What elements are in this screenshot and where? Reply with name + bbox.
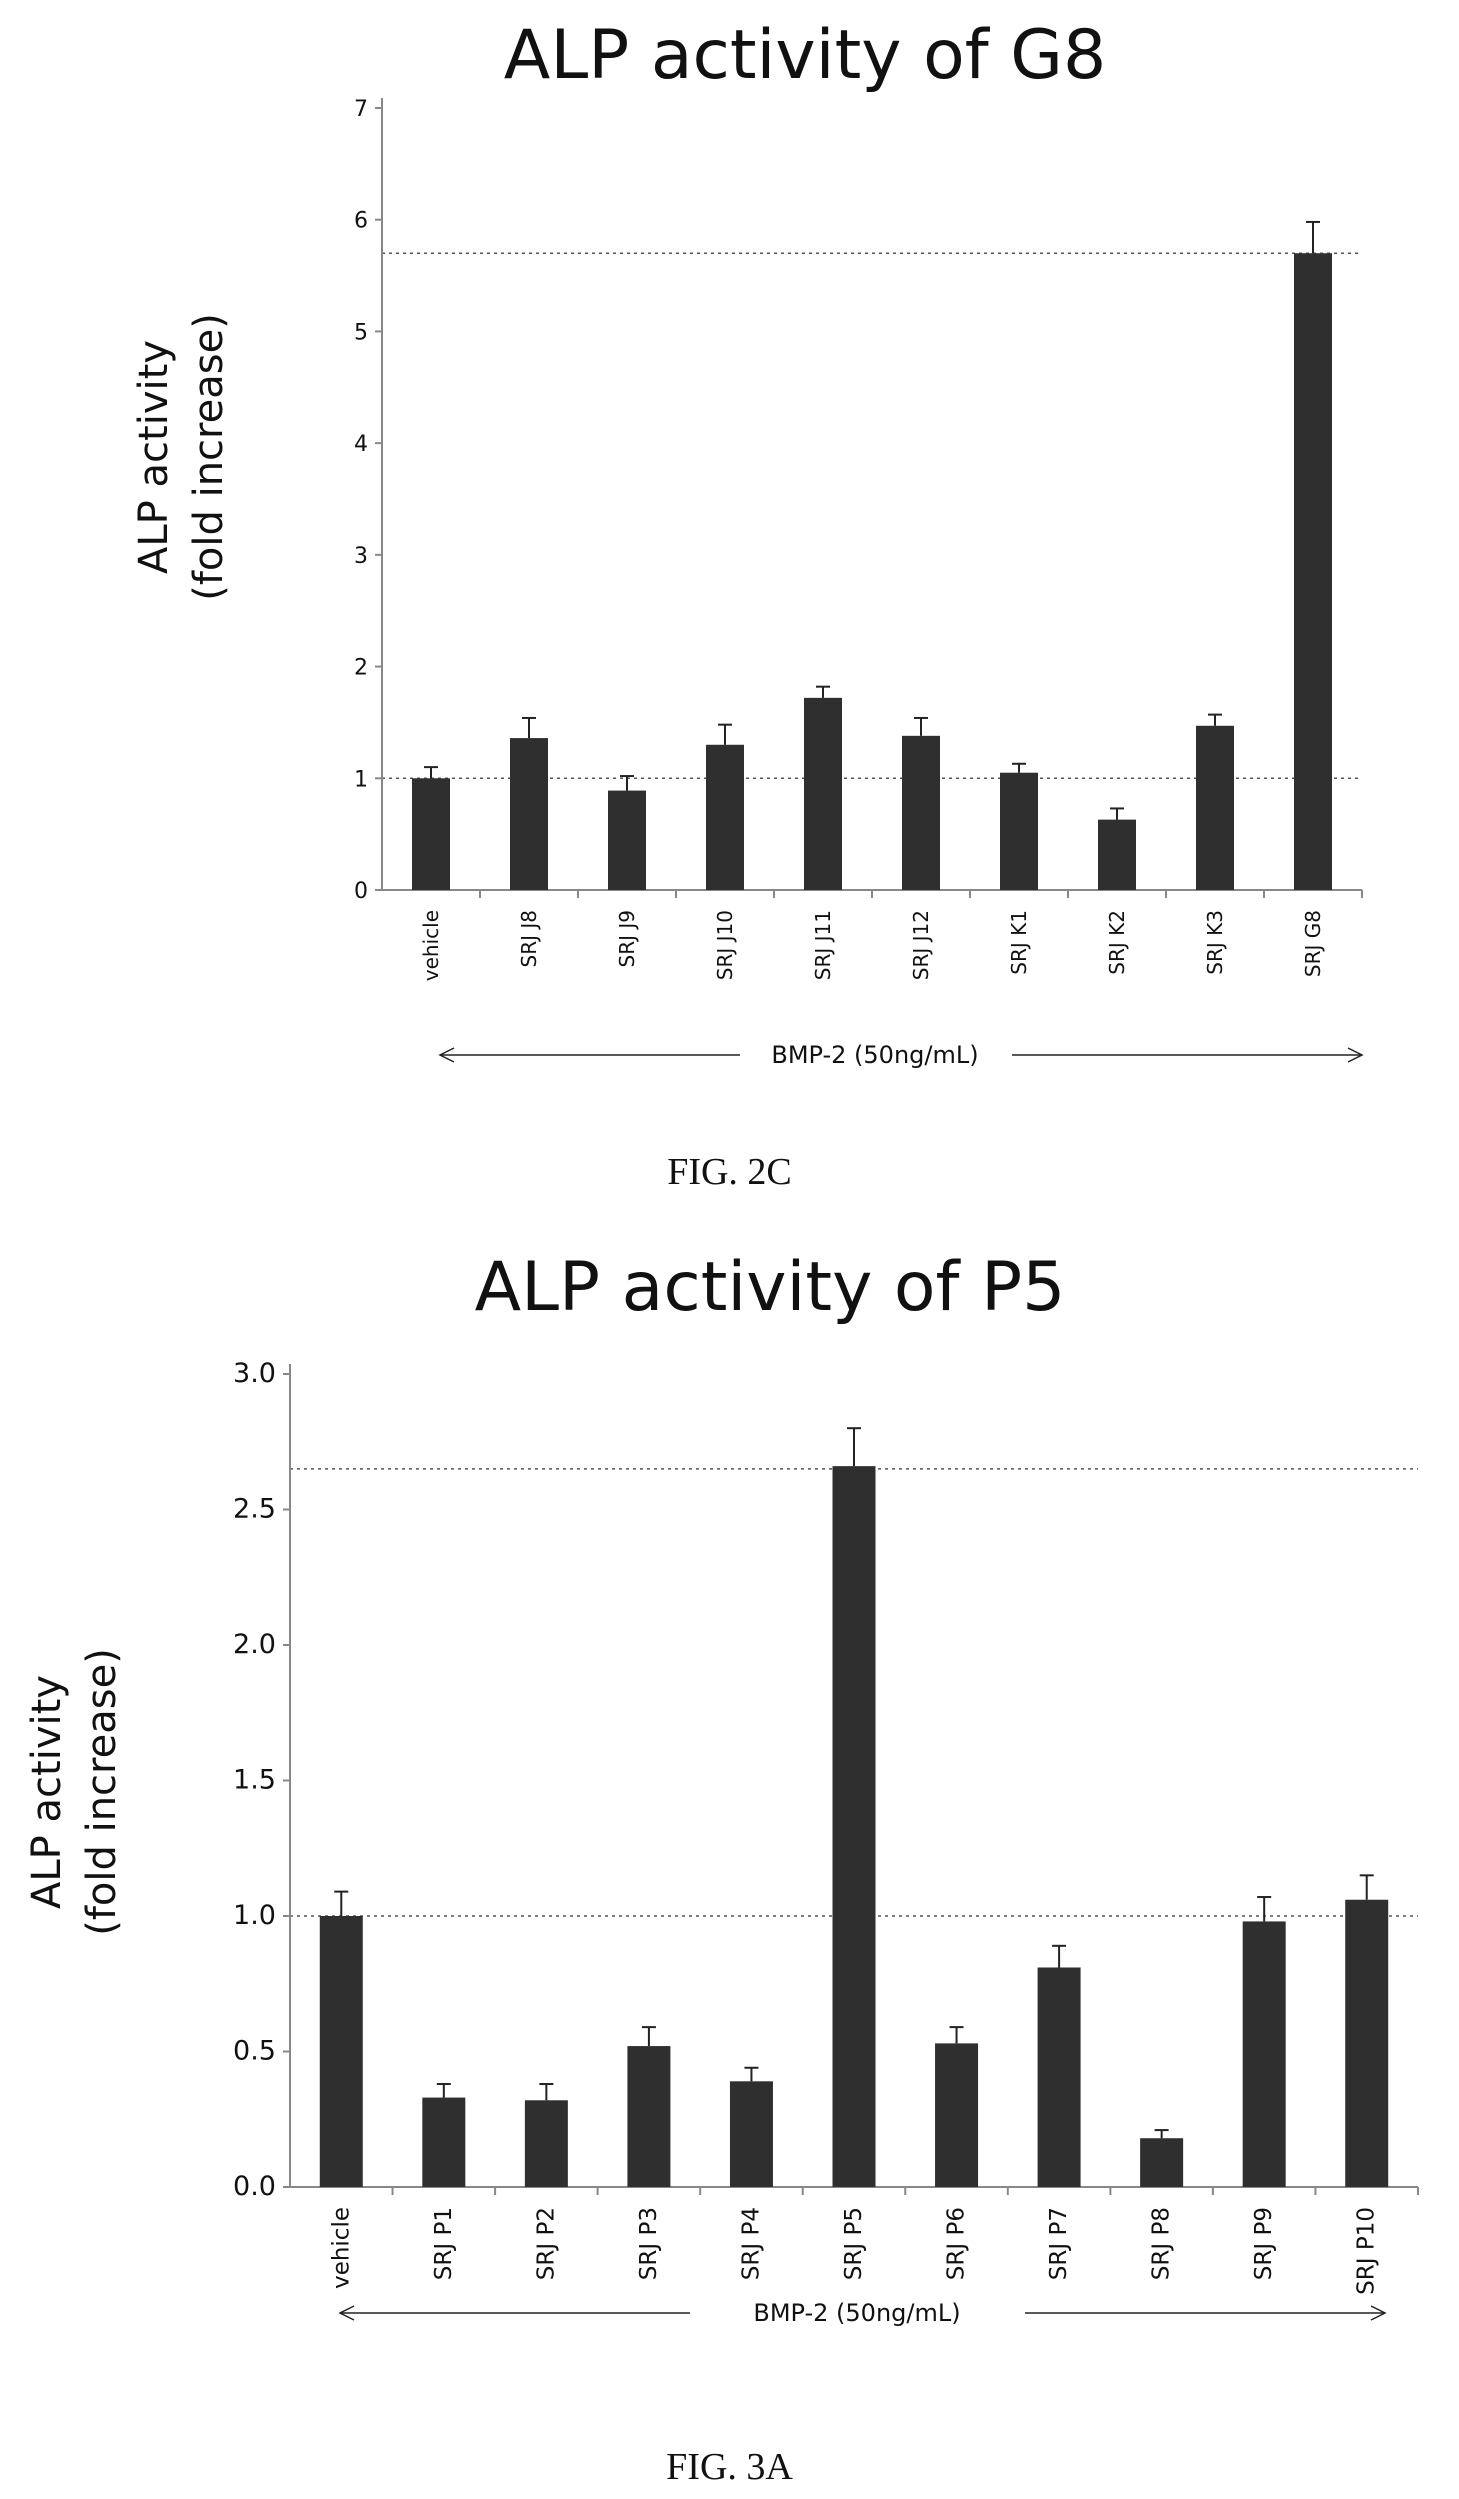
category-label: SRJ P5 [841,2207,867,2280]
bracket-arrowhead-left [438,1047,455,1063]
bar [1000,772,1038,890]
y-tick-label: 2.5 [233,1494,276,1525]
y-tick-label: 7 [354,97,368,122]
bar [902,735,940,890]
figure-caption-2c: FIG. 2C [667,1151,792,1193]
bar [1098,819,1136,890]
y-axis-label-line2: (fold increase) [186,313,232,601]
bar [804,697,842,890]
category-label: SRJ P7 [1046,2207,1072,2280]
bar [935,2043,979,2187]
bar [1345,1899,1389,2187]
category-label: SRJ P3 [636,2207,662,2280]
category-label: SRJ J8 [517,910,541,967]
y-tick-label: 4 [354,432,368,457]
y-tick-label: 0.0 [233,2171,276,2202]
y-tick-label: 6 [354,209,368,234]
category-label: SRJ K1 [1007,910,1031,975]
category-label: SRJ G8 [1301,910,1325,977]
y-axis-label-line1: ALP activity [24,1675,70,1909]
figure-caption-3a: FIG. 3A [666,2446,793,2488]
bar [706,744,744,890]
y-tick-label: 1.5 [233,1765,276,1796]
bmp2-bracket-label: BMP-2 (50ng/mL) [753,2299,960,2327]
category-label: SRJ P8 [1149,2207,1175,2280]
bar [608,790,646,890]
category-label: SRJ P6 [944,2207,970,2280]
category-label: SRJ J9 [615,910,639,967]
category-label: SRJ J12 [909,910,933,980]
category-label: vehicle [419,910,443,981]
bar [1037,1967,1081,2187]
y-tick-label: 1.0 [233,1900,276,1931]
y-tick-label: 0.5 [233,2036,276,2067]
category-label: vehicle [328,2207,354,2289]
category-label: SRJ K3 [1203,910,1227,975]
category-label: SRJ P1 [431,2207,457,2280]
bar [1294,253,1332,890]
y-tick-label: 1 [354,767,368,792]
y-tick-label: 2.0 [233,1629,276,1660]
category-label: SRJ J10 [713,910,737,980]
bar [412,778,450,890]
bar [832,1466,876,2187]
category-label: SRJ P9 [1251,2207,1277,2280]
bar [729,2081,773,2187]
bar [319,1916,363,2187]
chart-title: ALP activity of G8 [504,16,1106,95]
category-label: SRJ P4 [738,2207,764,2280]
bar [1242,1921,1286,2187]
bar [1196,725,1234,890]
bar [627,2046,671,2187]
category-label: SRJ K2 [1105,910,1129,975]
category-label: SRJ J11 [811,910,835,980]
bar [524,2100,568,2187]
y-axis-label-line2: (fold increase) [79,1648,125,1936]
bracket-arrowhead-right [1347,1047,1364,1063]
category-label: SRJ P10 [1354,2207,1380,2295]
bracket-arrowhead-right [1370,2305,1387,2321]
chart-alp-activity-g8: ALP activity of G8 ALP activity (fold in… [131,16,1364,1069]
y-tick-label: 3 [354,544,368,569]
bracket-arrowhead-left [338,2305,355,2321]
y-axis-label-line1: ALP activity [131,340,177,574]
y-tick-label: 0 [354,879,368,904]
bmp2-bracket-label: BMP-2 (50ng/mL) [771,1041,978,1069]
y-tick-label: 5 [354,320,368,345]
bar [422,2097,466,2187]
y-tick-label: 2 [354,656,368,681]
chart-alp-activity-p5: ALP activity of P5 ALP activity (fold in… [24,1248,1419,2327]
bar [1140,2138,1184,2187]
category-label: SRJ P2 [533,2207,559,2280]
y-tick-label: 3.0 [233,1358,276,1389]
chart-title: ALP activity of P5 [475,1248,1066,1327]
bar [510,738,548,890]
